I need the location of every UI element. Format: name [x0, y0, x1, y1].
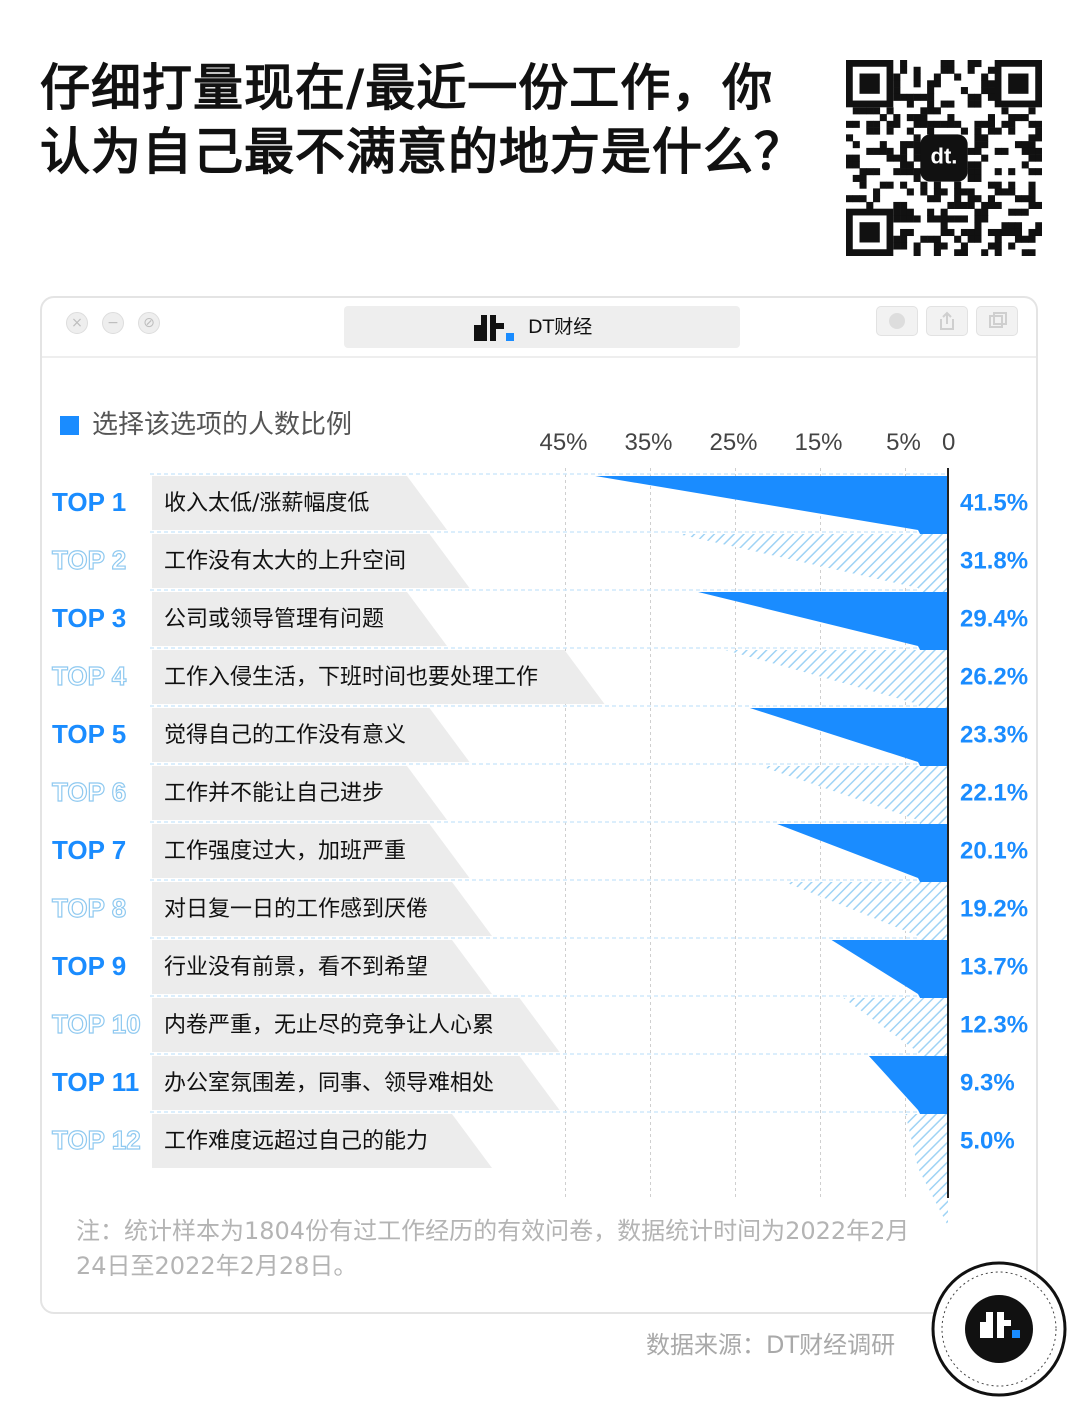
window-copy-button[interactable]	[976, 306, 1018, 336]
bar	[784, 882, 948, 994]
bar	[777, 824, 948, 936]
value-label: 12.3%	[960, 1011, 1028, 1038]
value-label: 22.1%	[960, 779, 1028, 806]
footnote: 注：统计样本为1804份有过工作经历的有效问卷，数据统计时间为2022年2月24…	[76, 1217, 910, 1280]
bar	[905, 1114, 948, 1226]
value-label: 31.8%	[960, 547, 1028, 574]
legend-label: 选择该选项的人数比例	[92, 410, 353, 440]
bar	[868, 1056, 948, 1168]
bar	[760, 766, 948, 878]
x-tick-label: 35%	[624, 429, 672, 456]
category-label: 工作没有太大的上升空间	[164, 549, 406, 574]
rank-label: TOP 5	[52, 719, 126, 749]
data-source: 数据来源：DT财经调研	[646, 1331, 896, 1359]
dt-logo-icon	[474, 315, 514, 341]
bar	[725, 650, 948, 762]
bar	[698, 592, 948, 704]
value-label: 9.3%	[960, 1069, 1015, 1096]
value-label: 23.3%	[960, 721, 1028, 748]
label-banner	[152, 1114, 492, 1168]
category-label: 公司或领导管理有问题	[164, 607, 384, 632]
rank-label: TOP 11	[52, 1067, 139, 1097]
dt-badge-icon	[931, 1261, 1067, 1397]
label-banner	[152, 1056, 560, 1110]
x-tick-label: 15%	[794, 429, 842, 456]
category-label: 办公室氛围差，同事、领导难相处	[164, 1071, 494, 1096]
title-line-1: 仔细打量现在/最近一份工作，你	[40, 59, 774, 117]
value-label: 41.5%	[960, 489, 1028, 516]
record-button[interactable]	[876, 306, 918, 336]
rank-label: TOP 2	[52, 545, 126, 575]
title-line-2: 认为自己最不满意的地方是什么？	[40, 123, 805, 181]
close-icon[interactable]: ×	[66, 312, 88, 334]
svg-text:dt.: dt.	[931, 143, 958, 168]
block-icon[interactable]: ⊘	[138, 312, 160, 334]
label-banner	[152, 882, 492, 936]
legend-swatch	[60, 416, 79, 435]
value-label: 13.7%	[960, 953, 1028, 980]
category-label: 觉得自己的工作没有意义	[164, 723, 406, 748]
category-label: 工作难度远超过自己的能力	[164, 1129, 428, 1154]
label-banner	[152, 940, 492, 994]
rank-label: TOP 4	[52, 661, 127, 691]
bar	[677, 534, 948, 646]
x-tick-label: 45%	[539, 429, 587, 456]
value-label: 5.0%	[960, 1127, 1015, 1154]
category-label: 行业没有前景，看不到希望	[164, 955, 428, 980]
rank-label: TOP 1	[52, 487, 126, 517]
label-banner	[152, 534, 470, 588]
tab-label: DT财经	[528, 316, 593, 338]
label-banner	[152, 708, 470, 762]
rank-label: TOP 7	[52, 835, 126, 865]
share-icon	[940, 311, 954, 330]
label-banner	[152, 766, 447, 820]
value-label: 26.2%	[960, 663, 1028, 690]
bar	[831, 940, 948, 1052]
rank-label: TOP 6	[52, 777, 126, 807]
address-tab[interactable]: DT财经	[344, 306, 740, 348]
label-banner	[152, 476, 447, 530]
bar	[843, 998, 948, 1110]
category-label: 内卷严重，无止尽的竞争让人心累	[164, 1013, 494, 1038]
category-label: 工作并不能让自己进步	[164, 781, 384, 806]
category-label: 对日复一日的工作感到厌倦	[164, 897, 428, 922]
rank-label: TOP 12	[52, 1125, 141, 1155]
category-label: 工作强度过大，加班严重	[164, 839, 406, 864]
category-label: 收入太低/涨薪幅度低	[164, 491, 369, 516]
label-banner	[152, 998, 560, 1052]
page-title: 仔细打量现在/最近一份工作，你 认为自己最不满意的地方是什么？	[40, 56, 830, 184]
bar	[749, 708, 948, 820]
rank-label: TOP 8	[52, 893, 126, 923]
copy-icon	[989, 312, 1007, 328]
x-tick-label: 25%	[709, 429, 757, 456]
rank-label: TOP 3	[52, 603, 126, 633]
share-button[interactable]	[926, 306, 968, 336]
window-toolbar: × − ⊘ DT财经	[42, 298, 1036, 358]
label-banner	[152, 650, 605, 704]
bar	[595, 476, 948, 588]
category-label: 工作入侵生活，下班时间也要处理工作	[164, 665, 538, 690]
value-label: 29.4%	[960, 605, 1028, 632]
label-banner	[152, 592, 447, 646]
label-banner	[152, 824, 470, 878]
value-label: 20.1%	[960, 837, 1028, 864]
x-tick-label: 5%	[886, 429, 921, 456]
qr-code-icon: dt.	[846, 60, 1042, 256]
value-label: 19.2%	[960, 895, 1028, 922]
x-tick-label: 0	[942, 429, 955, 456]
record-icon	[889, 313, 905, 329]
rank-label: TOP 9	[52, 951, 126, 981]
rank-label: TOP 10	[52, 1009, 141, 1039]
minimize-icon[interactable]: −	[102, 312, 124, 334]
